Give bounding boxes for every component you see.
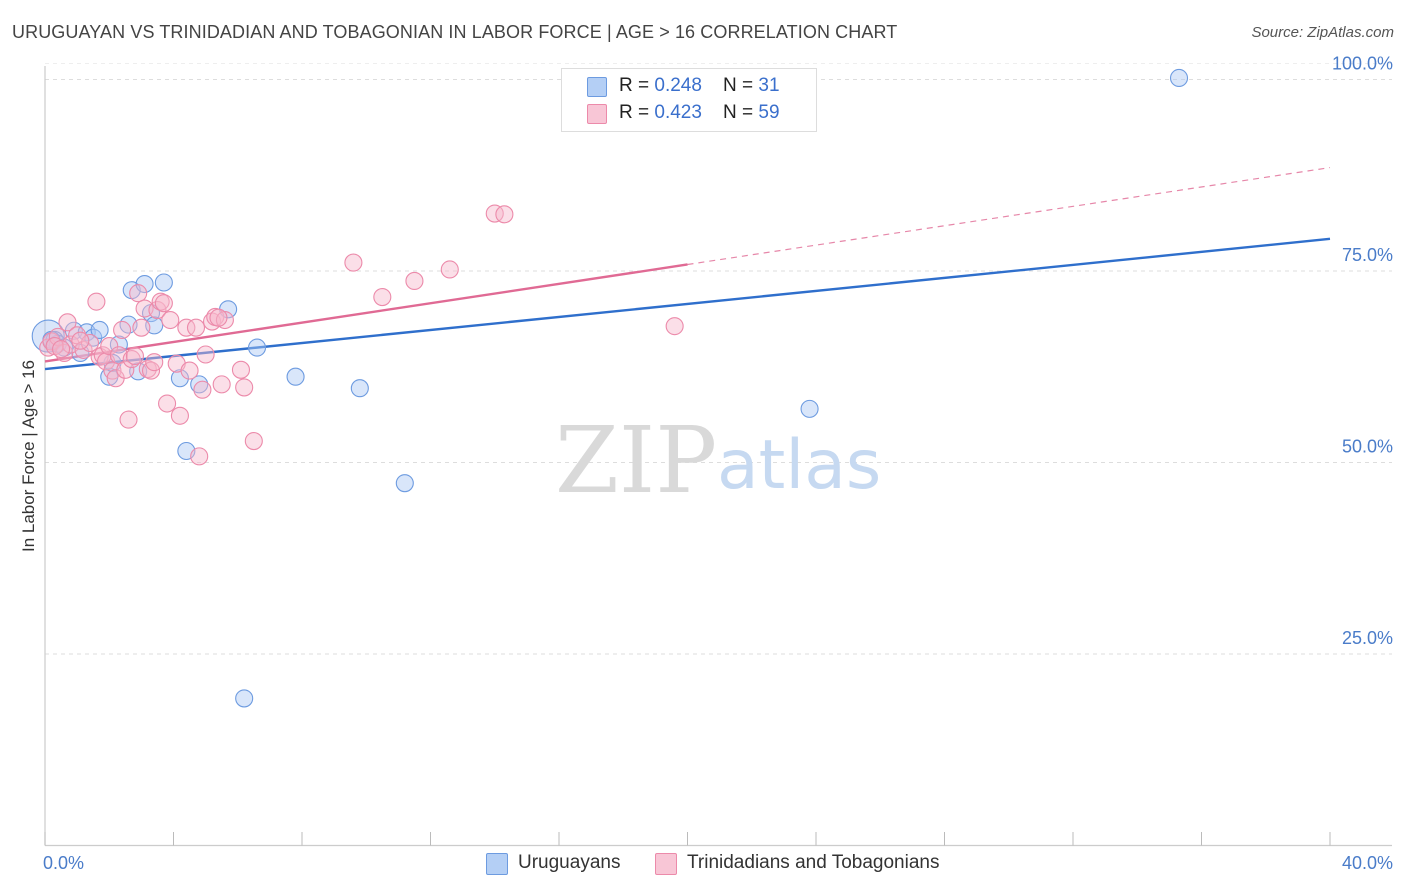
data-point-trinidadians [344, 253, 363, 272]
data-point-trinidadians [180, 361, 199, 380]
data-point-trinidadians [209, 308, 228, 327]
chart-title: URUGUAYAN VS TRINIDADIAN AND TOBAGONIAN … [12, 22, 898, 42]
data-point-trinidadians [440, 260, 459, 279]
x-tick-label: 0.0% [43, 853, 84, 873]
legend-n-label: N = [723, 75, 759, 96]
data-point-trinidadians [196, 345, 215, 364]
data-point-trinidadians [132, 318, 151, 337]
legend-swatch-pink [587, 104, 607, 124]
trend-line-dashed-1 [687, 166, 1331, 266]
data-point-uruguayans [247, 338, 267, 357]
legend-r-value: 0.423 [654, 102, 702, 123]
data-point-trinidadians [129, 284, 148, 303]
trend-lines [44, 166, 1331, 371]
data-point-uruguayans [135, 274, 154, 294]
data-point-uruguayans [395, 474, 414, 493]
data-point-uruguayans [190, 375, 209, 394]
data-point-uruguayans [90, 320, 109, 340]
source-label: Source: ZipAtlas.com [1251, 24, 1394, 41]
data-point-trinidadians [158, 394, 177, 413]
data-point-trinidadians [58, 313, 77, 332]
data-point-uruguayans [109, 335, 128, 354]
data-point-trinidadians [154, 294, 173, 313]
y-tick-label: 50.0% [1342, 437, 1393, 457]
y-axis-label: In Labor Force | Age > 16 [19, 360, 38, 552]
legend-swatch-blue [587, 77, 607, 97]
data-point-trinidadians [405, 271, 424, 291]
data-point-trinidadians [161, 310, 180, 330]
data-point-trinidadians [193, 380, 212, 399]
trend-line-0 [44, 237, 1331, 371]
data-point-uruguayans [235, 689, 254, 708]
data-point-trinidadians [71, 331, 90, 350]
data-point-trinidadians [122, 350, 141, 369]
x-tick-label: 40.0% [1342, 853, 1393, 873]
data-point-uruguayans [170, 369, 189, 388]
data-point-uruguayans [286, 367, 305, 386]
watermark-atlas: atlas [717, 426, 881, 505]
data-point-trinidadians [119, 410, 138, 429]
data-point-trinidadians [87, 292, 106, 311]
data-point-trinidadians [235, 378, 254, 397]
data-point-trinidadians [485, 204, 504, 223]
trend-line-1 [44, 263, 688, 363]
tick-labels: 25.0% 50.0% 75.0% 100.0% 0.0% 40.0% [43, 54, 1393, 874]
data-points [31, 68, 1189, 708]
legend-r-label: R = [619, 102, 655, 123]
data-point-trinidadians [151, 292, 170, 311]
data-point-trinidadians [52, 340, 71, 359]
data-point-uruguayans [800, 399, 819, 418]
watermark: ZIP atlas [555, 407, 881, 514]
axes [44, 66, 1392, 847]
data-point-trinidadians [231, 360, 251, 379]
data-point-trinidadians [665, 317, 684, 336]
data-point-uruguayans [1169, 68, 1189, 88]
data-point-trinidadians [170, 406, 189, 425]
legend-n-label: N = [723, 102, 759, 123]
legend-r-label: R = [619, 75, 655, 96]
data-point-trinidadians [373, 287, 392, 307]
y-tick-label: 75.0% [1342, 245, 1393, 265]
data-point-trinidadians [125, 346, 144, 366]
correlation-legend: R = 0.248 N = 31 R = 0.423 N = 59 [561, 68, 817, 132]
bottom-legend-swatch-pink [655, 853, 677, 875]
data-point-trinidadians [116, 360, 135, 379]
legend-n-value: 31 [758, 75, 780, 96]
data-point-trinidadians [145, 353, 164, 372]
data-point-trinidadians [186, 318, 206, 337]
y-tick-label: 25.0% [1342, 628, 1393, 648]
legend-n-value: 59 [758, 102, 780, 123]
grid-lines [45, 63, 1392, 655]
bottom-legend-label: Uruguayans [518, 852, 621, 873]
legend-r-value: 0.248 [654, 75, 702, 96]
data-point-trinidadians [495, 205, 514, 224]
data-point-uruguayans [350, 379, 369, 398]
data-point-trinidadians [138, 359, 157, 379]
data-point-trinidadians [190, 447, 209, 466]
bottom-legend-label: Trinidadians and Tobagonians [687, 852, 940, 873]
data-point-trinidadians [177, 318, 196, 337]
watermark-zip: ZIP [555, 407, 717, 514]
y-tick-label: 100.0% [1332, 54, 1393, 74]
bottom-legend-swatch-blue [486, 853, 508, 875]
data-point-trinidadians [244, 432, 263, 451]
data-point-trinidadians [100, 337, 119, 356]
data-point-uruguayans [154, 273, 173, 292]
data-point-trinidadians [113, 320, 132, 340]
data-point-trinidadians [212, 375, 231, 394]
